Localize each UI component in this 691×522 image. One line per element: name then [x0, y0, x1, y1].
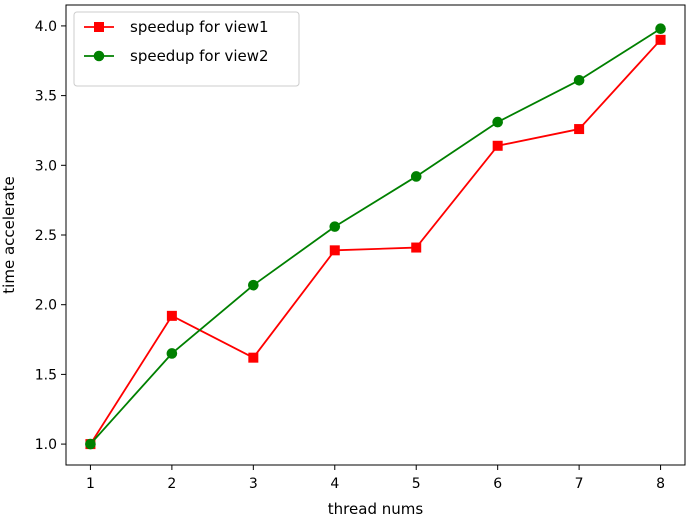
x-tick-label: 2: [167, 476, 176, 492]
x-tick-label: 4: [330, 476, 339, 492]
data-point: [248, 352, 259, 363]
legend-label: speedup for view1: [130, 18, 269, 36]
y-tick-label: 1.5: [35, 367, 57, 383]
y-tick-label: 2.0: [35, 298, 57, 314]
data-point: [655, 34, 666, 45]
data-point: [166, 310, 177, 321]
y-tick-label: 4.0: [35, 19, 57, 35]
legend-entries: speedup for view1 speedup for view2: [84, 18, 269, 65]
x-tick-label: 6: [493, 476, 502, 492]
y-tick-label: 3.0: [35, 158, 57, 174]
data-point: [655, 23, 666, 34]
data-point: [166, 348, 178, 359]
legend-entry-2: speedup for view2: [84, 47, 269, 65]
x-tick-label: 8: [656, 476, 665, 492]
x-axis-label: thread nums: [328, 500, 424, 518]
data-point: [411, 242, 422, 253]
legend-marker: [93, 50, 105, 62]
x-tick-label: 1: [86, 476, 95, 492]
series-layer: [85, 23, 666, 450]
y-tick-label: 2.5: [35, 228, 57, 244]
series-2: [85, 23, 666, 450]
data-point: [410, 171, 422, 182]
data-point: [492, 140, 503, 151]
y-tick-label: 3.5: [35, 89, 57, 105]
data-point: [492, 116, 503, 128]
data-point: [574, 124, 585, 135]
series-line-1: [89, 38, 662, 446]
x-tick-label: 3: [249, 476, 258, 492]
data-point: [248, 279, 259, 291]
data-point: [85, 438, 96, 450]
legend: speedup for view1 speedup for view2: [73, 11, 300, 87]
legend-marker: [94, 22, 104, 32]
x-tick-label: 5: [412, 476, 421, 492]
series-line-2: [89, 27, 662, 446]
y-tick-label: 1.0: [35, 437, 57, 453]
legend-label: speedup for view2: [130, 47, 269, 65]
data-point: [329, 221, 341, 232]
data-point: [573, 74, 585, 86]
axes-layer: 1 2 3 4 5 6 7 8 1.0 1.5 2.0 2.5 3.0 3.5 4.0: [35, 4, 686, 492]
y-axis-label: time accelerate: [0, 176, 18, 293]
data-point: [329, 245, 340, 256]
x-tick-label: 7: [575, 476, 584, 492]
legend-box: [73, 11, 300, 87]
legend-entry-1: speedup for view1: [84, 18, 269, 36]
